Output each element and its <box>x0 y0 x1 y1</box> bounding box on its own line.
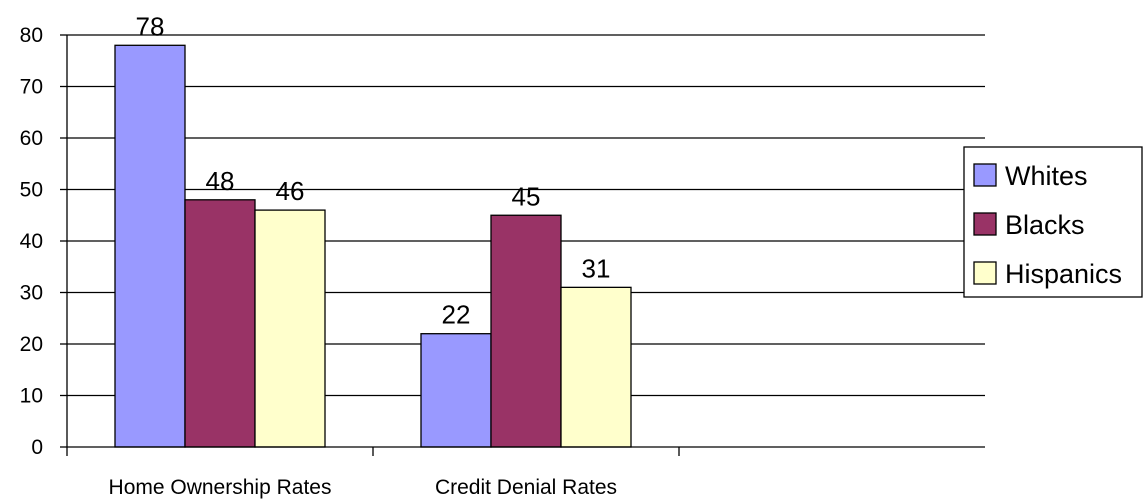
y-tick-label: 40 <box>20 230 43 253</box>
legend: Whites Blacks Hispanics <box>963 146 1143 298</box>
data-label: 48 <box>206 166 235 196</box>
legend-swatch-hispanics <box>973 261 997 285</box>
legend-swatch-whites <box>973 163 997 187</box>
data-label: 45 <box>512 181 541 211</box>
data-label: 31 <box>582 253 611 283</box>
y-tick-label: 50 <box>20 179 43 202</box>
bar-whites <box>114 44 186 448</box>
y-tick-label: 70 <box>20 76 43 99</box>
legend-label-whites: Whites <box>1005 161 1088 191</box>
y-tick-label: 60 <box>20 127 43 150</box>
y-tick-label: 80 <box>20 24 43 47</box>
y-tick-label: 30 <box>20 282 43 305</box>
y-tick-label: 0 <box>31 436 43 459</box>
bars <box>114 44 632 448</box>
bar-hispanics <box>254 209 326 448</box>
bar-blacks <box>490 214 562 448</box>
bar-whites <box>420 333 492 448</box>
legend-label-hispanics: Hispanics <box>1005 259 1122 289</box>
y-tick-label: 10 <box>20 385 43 408</box>
axes: 0 10 20 30 40 50 60 70 80 Home Ownership Rates Cre… <box>20 24 985 499</box>
bar-blacks <box>184 199 256 448</box>
data-label: 78 <box>136 11 165 41</box>
y-tick-label: 20 <box>20 333 43 356</box>
data-labels: 78 22 48 45 46 31 <box>136 11 611 329</box>
legend-swatch-blacks <box>973 212 997 236</box>
legend-label-blacks: Blacks <box>1005 210 1085 240</box>
data-label: 22 <box>442 300 471 330</box>
data-label: 46 <box>276 176 305 206</box>
bar-hispanics <box>560 286 632 448</box>
x-category-label: Home Ownership Rates <box>109 476 332 499</box>
x-category-label: Credit Denial Rates <box>435 476 617 499</box>
